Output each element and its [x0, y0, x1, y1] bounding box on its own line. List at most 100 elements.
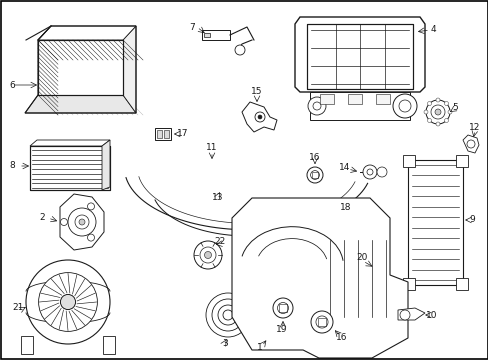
Text: 12: 12 — [468, 123, 480, 132]
Text: 15: 15 — [251, 87, 262, 96]
Text: 13: 13 — [212, 194, 224, 202]
Bar — [155, 128, 171, 140]
Circle shape — [223, 310, 232, 320]
Circle shape — [205, 293, 249, 337]
Polygon shape — [462, 135, 478, 153]
Polygon shape — [102, 140, 110, 190]
Circle shape — [430, 105, 444, 119]
Polygon shape — [38, 26, 136, 40]
Circle shape — [254, 112, 264, 122]
Circle shape — [26, 260, 110, 344]
Circle shape — [218, 305, 238, 325]
Circle shape — [307, 97, 325, 115]
Circle shape — [427, 102, 430, 105]
Bar — [103, 336, 115, 354]
Circle shape — [325, 201, 339, 215]
Circle shape — [68, 208, 96, 236]
Circle shape — [39, 273, 97, 332]
Circle shape — [277, 302, 288, 314]
Polygon shape — [123, 26, 136, 113]
Bar — [455, 278, 467, 290]
Bar — [306, 24, 412, 89]
Circle shape — [466, 140, 474, 148]
Text: 5: 5 — [451, 104, 457, 112]
Bar — [30, 146, 110, 190]
Bar — [311, 172, 318, 178]
Circle shape — [272, 298, 292, 318]
Text: 16: 16 — [336, 333, 347, 342]
Text: 10: 10 — [426, 310, 437, 320]
Circle shape — [194, 241, 222, 269]
Circle shape — [376, 167, 386, 177]
Text: 3: 3 — [222, 339, 227, 348]
Bar — [402, 278, 414, 290]
Text: 6: 6 — [9, 81, 15, 90]
Circle shape — [427, 118, 430, 122]
Circle shape — [444, 102, 447, 105]
Polygon shape — [60, 194, 104, 250]
Circle shape — [447, 110, 451, 114]
Circle shape — [399, 310, 409, 320]
Polygon shape — [397, 308, 424, 320]
Text: 16: 16 — [308, 153, 320, 162]
Circle shape — [362, 165, 376, 179]
Bar — [38, 40, 123, 95]
Circle shape — [258, 115, 262, 119]
Circle shape — [366, 169, 372, 175]
Text: 21: 21 — [12, 303, 23, 312]
Bar — [202, 30, 229, 40]
Circle shape — [212, 299, 244, 331]
Circle shape — [435, 98, 439, 102]
Circle shape — [306, 167, 323, 183]
Bar — [30, 146, 110, 190]
Bar — [203, 33, 209, 37]
Circle shape — [79, 219, 85, 225]
Text: 9: 9 — [468, 216, 474, 225]
Circle shape — [435, 122, 439, 126]
Polygon shape — [231, 198, 407, 358]
Text: 17: 17 — [177, 130, 188, 139]
Bar — [38, 40, 123, 95]
Bar — [407, 160, 462, 285]
Circle shape — [398, 100, 410, 112]
Bar — [157, 130, 162, 138]
Bar — [163, 130, 169, 138]
Text: 22: 22 — [214, 238, 225, 247]
Polygon shape — [25, 95, 136, 113]
Text: 14: 14 — [339, 163, 350, 172]
Polygon shape — [30, 140, 110, 146]
Circle shape — [315, 316, 327, 328]
Circle shape — [75, 215, 89, 229]
Circle shape — [312, 201, 326, 215]
Bar — [21, 336, 33, 354]
Bar — [319, 94, 333, 104]
Bar — [375, 94, 389, 104]
Circle shape — [310, 171, 319, 179]
Circle shape — [425, 100, 449, 124]
Circle shape — [235, 45, 244, 55]
Circle shape — [87, 203, 94, 210]
Polygon shape — [242, 102, 276, 132]
Bar — [306, 24, 412, 89]
Bar — [455, 155, 467, 167]
Bar — [317, 318, 325, 327]
Text: 8: 8 — [9, 162, 15, 171]
Bar — [347, 94, 361, 104]
Text: 18: 18 — [340, 203, 351, 212]
Circle shape — [61, 294, 76, 310]
Circle shape — [87, 234, 94, 241]
Circle shape — [392, 94, 416, 118]
Circle shape — [444, 118, 447, 122]
Text: 19: 19 — [276, 325, 287, 334]
Bar — [309, 92, 409, 120]
Text: 1: 1 — [257, 343, 263, 352]
Text: 20: 20 — [356, 253, 367, 262]
Circle shape — [204, 252, 211, 258]
Text: 4: 4 — [429, 26, 435, 35]
Bar — [402, 155, 414, 167]
Text: 2: 2 — [39, 213, 45, 222]
Circle shape — [312, 102, 320, 110]
Circle shape — [423, 110, 427, 114]
Bar — [279, 304, 286, 312]
Text: 11: 11 — [206, 144, 217, 153]
